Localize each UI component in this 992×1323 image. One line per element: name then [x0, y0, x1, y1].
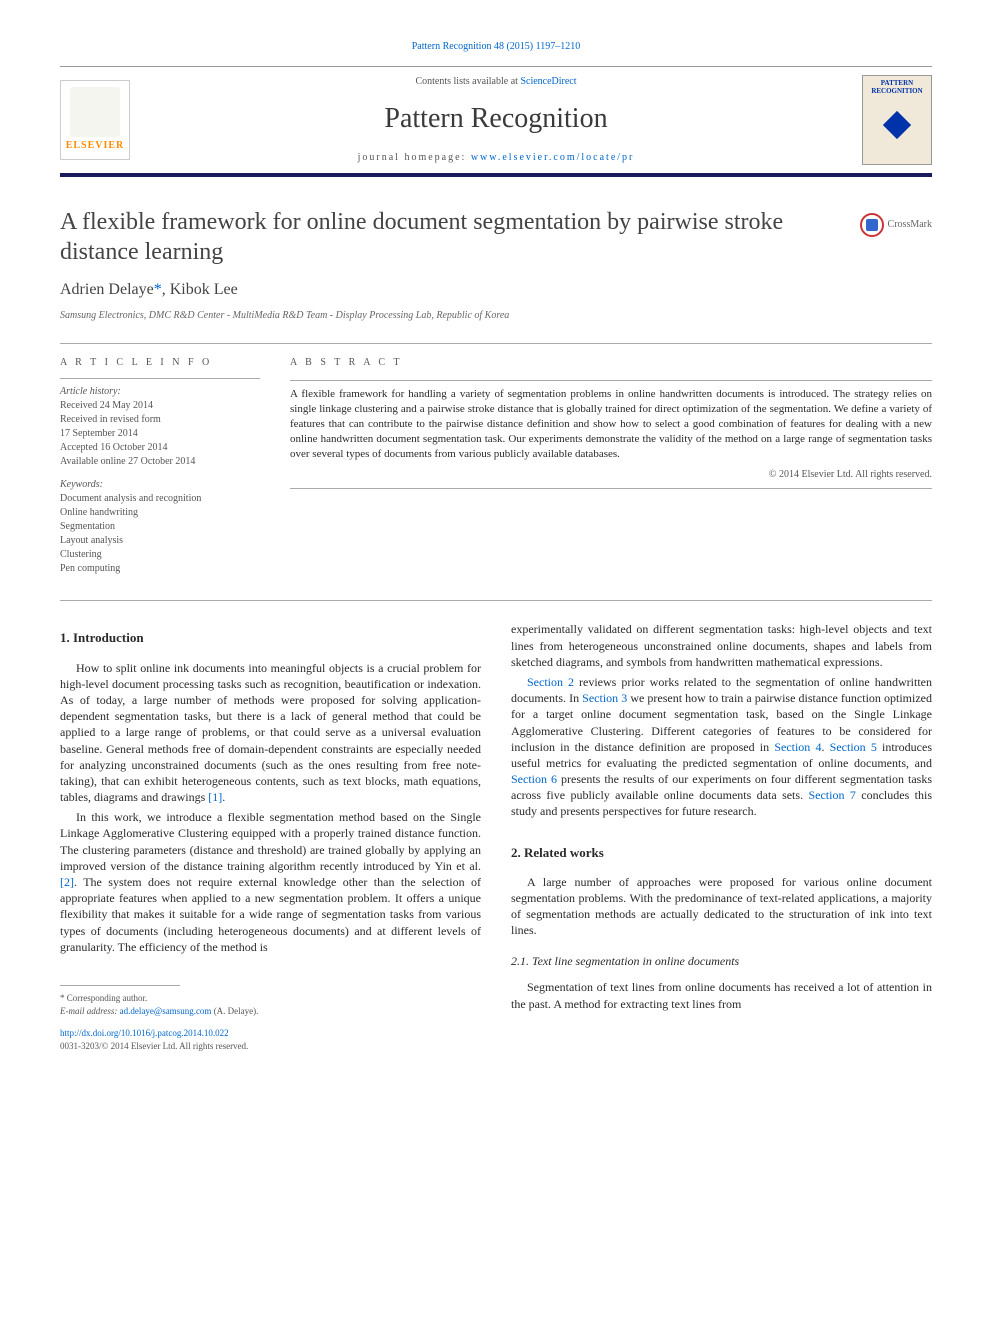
crossmark-badge[interactable]: CrossMark: [860, 213, 932, 237]
keyword: Pen computing: [60, 562, 260, 575]
para-text: . The system does not require external k…: [60, 875, 481, 954]
accepted-date: Accepted 16 October 2014: [60, 441, 260, 454]
corresponding-footnote: * Corresponding author.: [60, 992, 481, 1005]
revised-line1: Received in revised form: [60, 413, 260, 426]
contents-prefix: Contents lists available at: [415, 76, 520, 87]
header-banner: ELSEVIER Contents lists available at Sci…: [60, 66, 932, 177]
body-para: Section 2 reviews prior works related to…: [511, 674, 932, 820]
keyword: Layout analysis: [60, 534, 260, 547]
ref-link-1[interactable]: [1]: [208, 790, 222, 804]
elsevier-label: ELSEVIER: [66, 139, 125, 153]
homepage-prefix: journal homepage:: [358, 152, 471, 163]
keyword: Online handwriting: [60, 506, 260, 519]
section-2-heading: 2. Related works: [511, 844, 932, 862]
section-link[interactable]: Section 5: [830, 740, 877, 754]
article-title: A flexible framework for online document…: [60, 207, 840, 267]
abstract-bottom-divider: [290, 488, 932, 489]
section-link[interactable]: Section 3: [582, 691, 627, 705]
abstract-text: A flexible framework for handling a vari…: [290, 387, 932, 461]
header-citation: Pattern Recognition 48 (2015) 1197–1210: [60, 40, 932, 54]
body-columns: 1. Introduction How to split online ink …: [60, 621, 932, 1052]
para-text: .: [222, 790, 225, 804]
journal-cover[interactable]: PATTERN RECOGNITION: [862, 75, 932, 165]
body-para: Segmentation of text lines from online d…: [511, 979, 932, 1011]
doi-line: http://dx.doi.org/10.1016/j.patcog.2014.…: [60, 1027, 481, 1040]
email-label: E-mail address:: [60, 1006, 120, 1016]
email-suffix: (A. Delaye).: [211, 1006, 258, 1016]
info-abstract-row: A R T I C L E I N F O Article history: R…: [60, 356, 932, 576]
email-footnote: E-mail address: ad.delaye@samsung.com (A…: [60, 1005, 481, 1018]
article-info-column: A R T I C L E I N F O Article history: R…: [60, 356, 260, 576]
abstract-column: A B S T R A C T A flexible framework for…: [290, 356, 932, 576]
body-para: experimentally validated on different se…: [511, 621, 932, 670]
footnote-divider: [60, 985, 180, 986]
right-column: experimentally validated on different se…: [511, 621, 932, 1052]
issn-line: 0031-3203/© 2014 Elsevier Ltd. All right…: [60, 1040, 481, 1053]
section-link[interactable]: Section 2: [527, 675, 574, 689]
cover-title: PATTERN RECOGNITION: [867, 80, 927, 95]
crossmark-label: CrossMark: [888, 218, 932, 232]
section-link[interactable]: Section 6: [511, 772, 557, 786]
abstract-divider: [290, 380, 932, 381]
title-row: A flexible framework for online document…: [60, 207, 932, 267]
divider-top: [60, 343, 932, 344]
para-text: How to split online ink documents into m…: [60, 661, 481, 805]
revised-line2: 17 September 2014: [60, 427, 260, 440]
online-date: Available online 27 October 2014: [60, 455, 260, 468]
authors: Adrien Delaye*, Kibok Lee: [60, 279, 932, 301]
section-1-heading: 1. Introduction: [60, 629, 481, 647]
subsection-2-1-heading: 2.1. Text line segmentation in online do…: [511, 953, 932, 970]
body-para: In this work, we introduce a flexible se…: [60, 809, 481, 955]
contents-line: Contents lists available at ScienceDirec…: [130, 75, 862, 89]
elsevier-logo[interactable]: ELSEVIER: [60, 80, 130, 160]
author-1: Adrien Delaye: [60, 281, 154, 298]
corresponding-mark: *: [154, 281, 162, 298]
keywords-heading: Keywords:: [60, 478, 260, 491]
doi-link[interactable]: http://dx.doi.org/10.1016/j.patcog.2014.…: [60, 1028, 229, 1038]
received-date: Received 24 May 2014: [60, 399, 260, 412]
info-divider: [60, 378, 260, 379]
para-text: In this work, we introduce a flexible se…: [60, 810, 481, 873]
keyword: Document analysis and recognition: [60, 492, 260, 505]
keyword: Clustering: [60, 548, 260, 561]
history-heading: Article history:: [60, 385, 260, 398]
header-center: Contents lists available at ScienceDirec…: [130, 75, 862, 164]
abstract-heading: A B S T R A C T: [290, 356, 932, 370]
crossmark-icon: [860, 213, 884, 237]
journal-homepage: journal homepage: www.elsevier.com/locat…: [130, 151, 862, 165]
section-link[interactable]: Section 7: [808, 788, 855, 802]
body-para: How to split online ink documents into m…: [60, 660, 481, 806]
author-2: , Kibok Lee: [162, 281, 238, 298]
cover-diamond-icon: [883, 111, 911, 139]
elsevier-tree-icon: [70, 87, 120, 137]
divider-mid: [60, 600, 932, 601]
body-para: A large number of approaches were propos…: [511, 874, 932, 939]
left-column: 1. Introduction How to split online ink …: [60, 621, 481, 1052]
para-text: .: [821, 740, 829, 754]
email-link[interactable]: ad.delaye@samsung.com: [120, 1006, 212, 1016]
homepage-link[interactable]: www.elsevier.com/locate/pr: [471, 152, 635, 163]
crossmark-inner-icon: [866, 219, 878, 231]
journal-name: Pattern Recognition: [130, 99, 862, 138]
section-link[interactable]: Section 4: [774, 740, 821, 754]
keyword: Segmentation: [60, 520, 260, 533]
article-info-heading: A R T I C L E I N F O: [60, 356, 260, 370]
sciencedirect-link[interactable]: ScienceDirect: [520, 76, 576, 87]
ref-link-2[interactable]: [2]: [60, 875, 74, 889]
affiliation: Samsung Electronics, DMC R&D Center - Mu…: [60, 309, 932, 323]
copyright-line: © 2014 Elsevier Ltd. All rights reserved…: [290, 468, 932, 482]
